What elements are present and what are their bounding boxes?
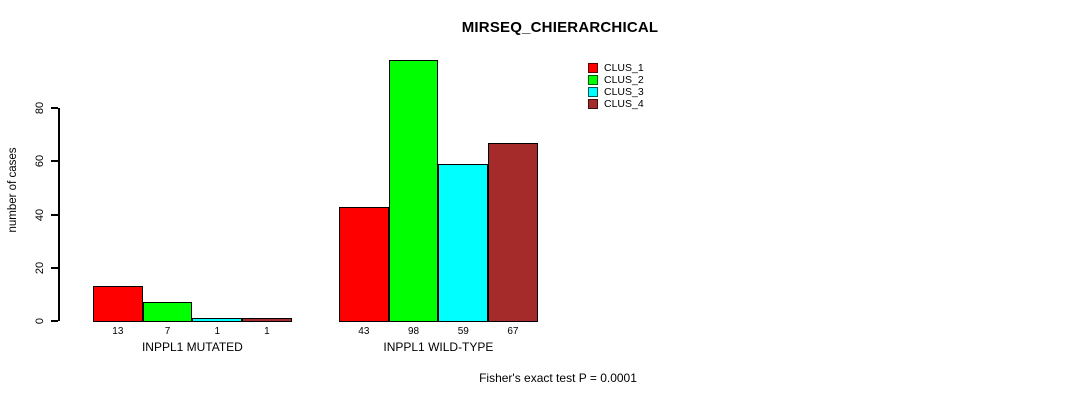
y-tick-mark [51, 107, 58, 110]
y-tick-mark [51, 213, 58, 216]
bar-clus_4-mutated [242, 318, 292, 322]
legend: CLUS_1 CLUS_2 CLUS_3 CLUS_4 [588, 62, 644, 110]
bar-value-label: 1 [264, 326, 270, 337]
bar-clus_3-wild-type [438, 164, 489, 322]
bar-clus_3-mutated [192, 318, 243, 322]
legend-label: CLUS_2 [604, 74, 644, 86]
legend-swatch-icon [588, 99, 598, 109]
bar-value-label: 13 [112, 326, 124, 337]
bar-clus_1-mutated [93, 286, 143, 322]
y-tick-label: 80 [34, 102, 46, 115]
x-group-label: INPPL1 WILD-TYPE [383, 340, 494, 354]
y-tick-mark [51, 320, 58, 322]
legend-swatch-icon [588, 63, 598, 73]
legend-swatch-icon [588, 87, 598, 97]
bar-clus_2-mutated [142, 302, 193, 322]
legend-row-clus_4: CLUS_4 [588, 98, 644, 110]
legend-label: CLUS_3 [604, 86, 644, 98]
y-axis-title: number of cases [7, 147, 19, 233]
bar-clus_1-wild-type [339, 206, 389, 322]
bar-value-label: 7 [164, 326, 171, 337]
y-tick-label: 20 [34, 261, 46, 274]
bar-clus_4-wild-type [488, 142, 538, 322]
bar-value-label: 98 [407, 326, 420, 337]
legend-row-clus_3: CLUS_3 [588, 86, 644, 98]
chart-title: MIRSEQ_CHIERARCHICAL [461, 19, 659, 36]
x-group-label: INPPL1 MUTATED [141, 340, 243, 354]
legend-swatch-icon [588, 75, 598, 85]
bar-value-label: 67 [507, 326, 519, 337]
bar-clus_2-wild-type [388, 60, 439, 322]
legend-label: CLUS_4 [604, 98, 644, 110]
bar-value-label: 59 [457, 326, 469, 337]
legend-row-clus_1: CLUS_1 [588, 62, 644, 74]
legend-label: CLUS_1 [604, 62, 644, 74]
y-axis-line [58, 108, 60, 321]
bar-value-label: 43 [358, 326, 370, 337]
bar-value-label: 1 [214, 326, 221, 337]
y-tick-mark [51, 266, 58, 269]
y-tick-mark [51, 160, 58, 163]
footer-note: Fisher's exact test P = 0.0001 [479, 371, 637, 385]
y-tick-label: 60 [34, 155, 46, 168]
legend-row-clus_2: CLUS_2 [588, 74, 644, 86]
y-tick-label: 40 [34, 208, 46, 221]
y-tick-label: 0 [34, 317, 46, 325]
